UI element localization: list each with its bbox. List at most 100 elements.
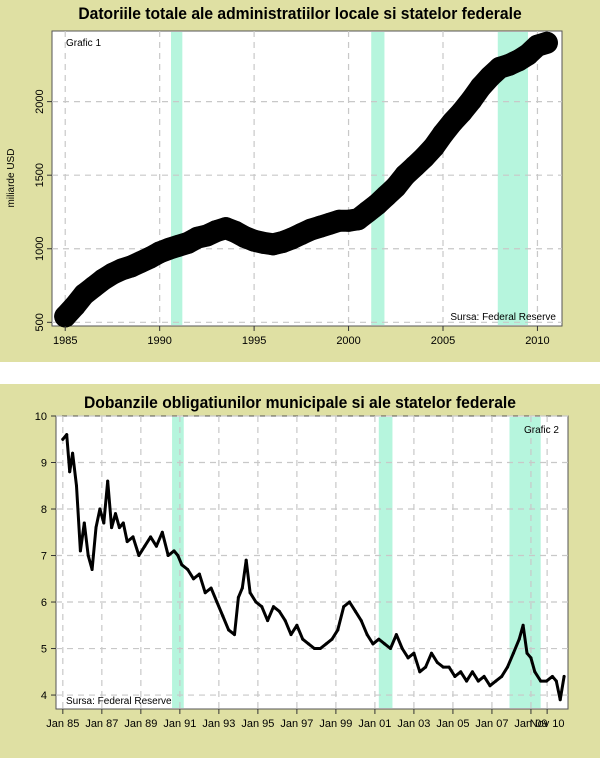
data-point: [400, 647, 404, 651]
chart-1-series: [54, 31, 558, 328]
x-tick-label: 2000: [336, 335, 360, 347]
data-point: [336, 628, 340, 632]
data-point: [506, 665, 510, 669]
data-point: [271, 605, 275, 609]
data-point: [511, 651, 515, 655]
data-point: [186, 567, 190, 571]
data-point: [383, 642, 387, 646]
chart-2-recessions: [172, 417, 541, 708]
data-point: [389, 647, 393, 651]
data-point: [131, 535, 135, 539]
recession-band: [172, 417, 184, 708]
x-tick-label: 2010: [525, 335, 549, 347]
y-tick-label: 6: [41, 597, 47, 609]
data-point: [125, 540, 129, 544]
chart-2-label: Grafic 2: [524, 425, 559, 436]
chart-1-title: Datoriile totale ale administratiilor lo…: [78, 4, 522, 23]
chart-2-grid: [56, 415, 568, 709]
x-tick-label: Jan 03: [397, 718, 430, 730]
chart-1-source: Sursa: Federal Reserve: [450, 312, 556, 323]
y-tick-label: 7: [41, 551, 47, 563]
data-point: [192, 577, 196, 581]
data-point: [533, 670, 537, 674]
chart-1-x-axis: 1985 1990 1995 2000 2005 2010: [53, 326, 550, 347]
data-point: [254, 600, 258, 604]
data-point: [209, 586, 213, 590]
chart-2-source: Sursa: Federal Reserve: [66, 696, 172, 707]
data-point: [406, 656, 410, 660]
data-point: [176, 554, 180, 558]
data-point: [424, 665, 428, 669]
data-point: [412, 651, 416, 655]
data-point: [121, 521, 125, 525]
data-point: [371, 642, 375, 646]
data-point: [525, 651, 529, 655]
x-tick-label: 1995: [242, 335, 266, 347]
x-tick-label: 2005: [431, 335, 455, 347]
x-tick-label: Jan 89: [124, 718, 157, 730]
x-tick-label: Jan 87: [85, 718, 118, 730]
chart-1-recessions: [171, 32, 528, 325]
data-point: [98, 507, 102, 511]
recession-band: [171, 32, 183, 325]
data-point: [248, 591, 252, 595]
data-point: [102, 521, 106, 525]
data-point: [180, 563, 184, 567]
data-point: [244, 558, 248, 562]
data-point: [494, 679, 498, 683]
data-point: [307, 642, 311, 646]
data-point: [353, 609, 357, 613]
data-point: [539, 679, 543, 683]
chart-1-grid: [52, 31, 562, 326]
data-point: [240, 586, 244, 590]
data-point: [143, 544, 147, 548]
data-point: [221, 614, 225, 618]
chart-1-label: Grafic 1: [66, 38, 101, 49]
data-point: [459, 670, 463, 674]
data-point: [82, 521, 86, 525]
data-point: [318, 647, 322, 651]
recession-band: [509, 417, 541, 708]
data-point: [476, 679, 480, 683]
data-point: [106, 479, 110, 483]
data-point: [68, 470, 72, 474]
x-tick-label: Jan 01: [358, 718, 391, 730]
data-point: [283, 619, 287, 623]
data-point: [86, 554, 90, 558]
recession-band: [371, 32, 385, 325]
data-point: [465, 679, 469, 683]
data-point: [435, 660, 439, 664]
data-point: [377, 637, 381, 641]
data-point: [94, 526, 98, 530]
data-point: [394, 633, 398, 637]
data-point: [65, 433, 69, 437]
data-point: [61, 437, 65, 441]
panel-separator: [0, 362, 600, 384]
data-point: [429, 651, 433, 655]
y-tick-label: 500: [34, 313, 46, 331]
x-tick-label: Jan 99: [319, 718, 352, 730]
x-tick-label: Jan 91: [163, 718, 196, 730]
recession-band: [378, 417, 393, 708]
data-point: [453, 674, 457, 678]
chart-2-x-axis: Jan 85 Jan 87 Jan 89 Jan 91 Jan 93 Jan 95 Jan …: [46, 709, 565, 730]
data-point: [535, 31, 558, 54]
x-tick-label: Jan 05: [436, 718, 469, 730]
data-point: [74, 484, 78, 488]
data-point: [562, 674, 566, 678]
data-point: [418, 670, 422, 674]
y-tick-label: 4: [41, 690, 47, 702]
y-tick-label: 9: [41, 458, 47, 470]
y-tick-label: 5: [41, 644, 47, 656]
data-point: [348, 600, 352, 604]
data-point: [137, 554, 141, 558]
data-point: [260, 605, 264, 609]
data-point: [482, 674, 486, 678]
data-point: [154, 544, 158, 548]
data-point: [166, 554, 170, 558]
y-tick-label: 2000: [34, 89, 46, 113]
data-point: [330, 637, 334, 641]
chart-2-y-axis: 4 5 6 7 8 9 10: [35, 411, 56, 702]
data-point: [359, 619, 363, 623]
data-point: [113, 512, 117, 516]
